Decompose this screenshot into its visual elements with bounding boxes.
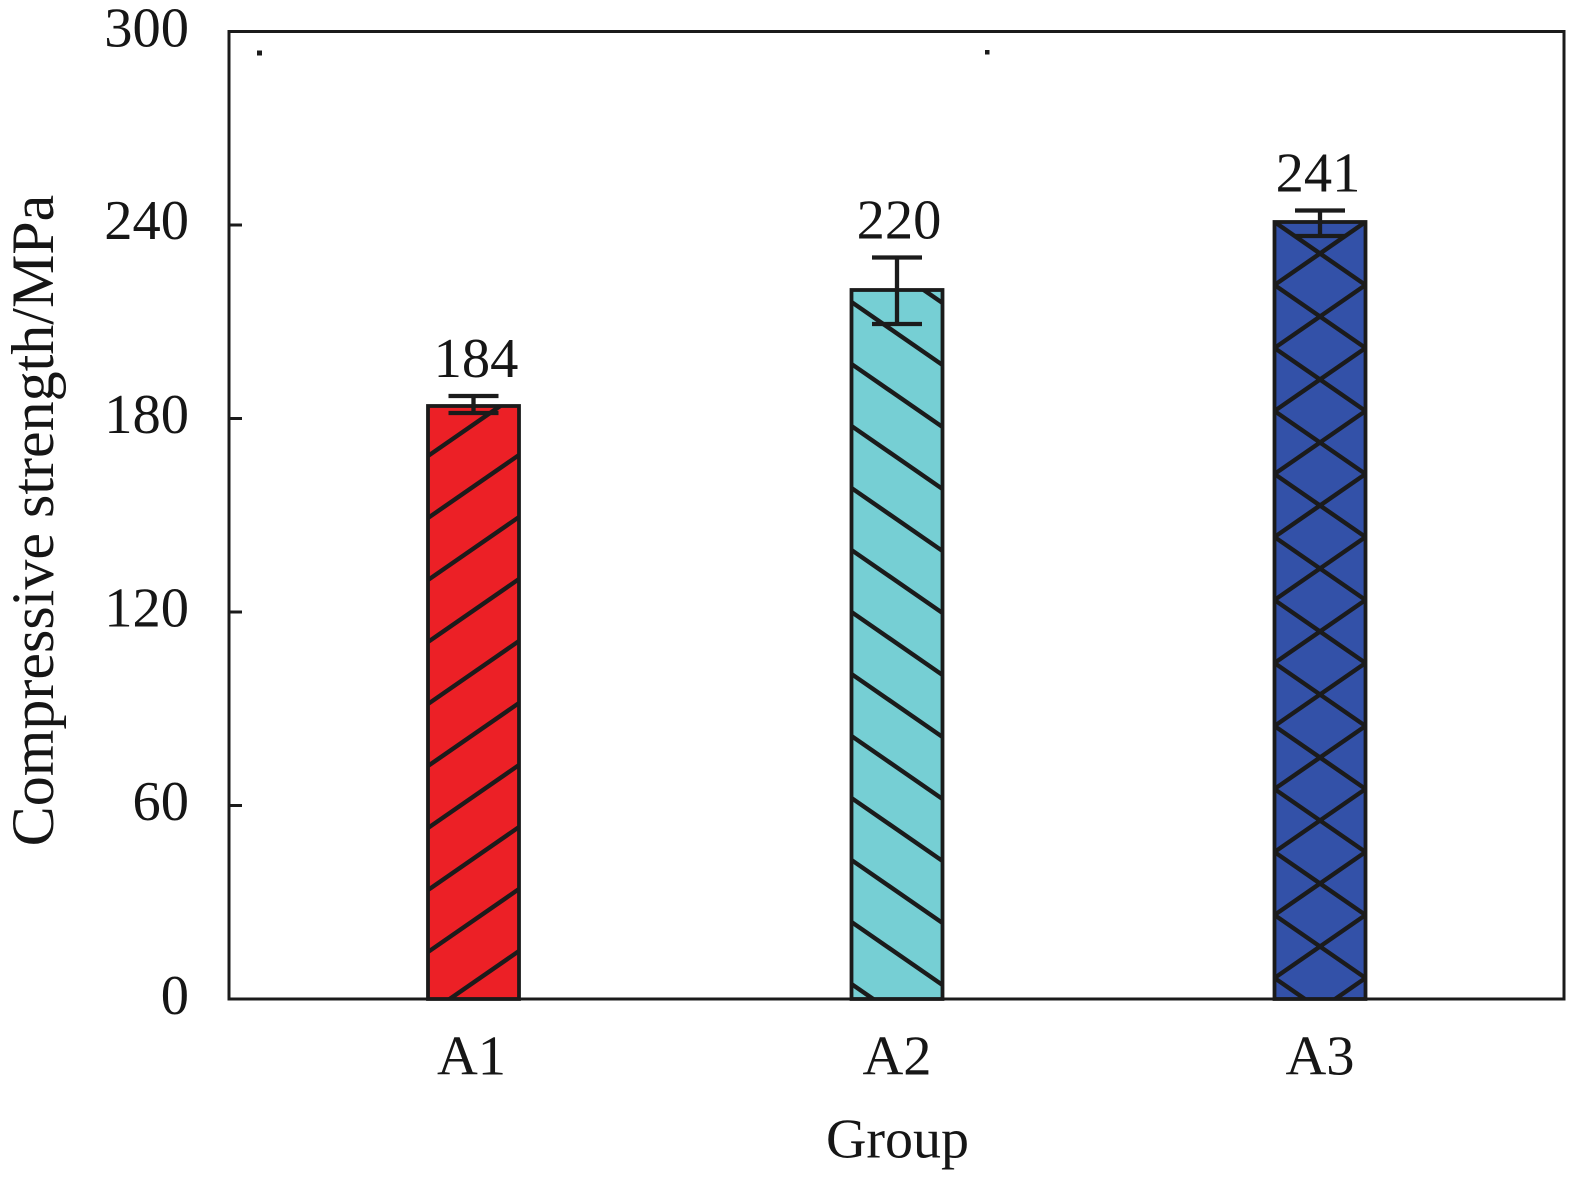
svg-text:241: 241 (1276, 143, 1361, 205)
svg-text:180: 180 (104, 384, 189, 446)
svg-text:300: 300 (104, 0, 189, 60)
svg-text:60: 60 (133, 771, 190, 833)
svg-text:240: 240 (104, 190, 189, 252)
svg-text:Compressive strength/MPa: Compressive strength/MPa (0, 195, 66, 847)
svg-text:0: 0 (161, 965, 189, 1027)
svg-text:184: 184 (434, 328, 519, 390)
svg-text:A2: A2 (862, 1026, 931, 1088)
svg-text:120: 120 (104, 578, 189, 640)
svg-text:A3: A3 (1285, 1026, 1354, 1088)
svg-text:A1: A1 (437, 1026, 506, 1088)
svg-text:Group: Group (826, 1109, 969, 1171)
svg-text:220: 220 (857, 190, 942, 252)
